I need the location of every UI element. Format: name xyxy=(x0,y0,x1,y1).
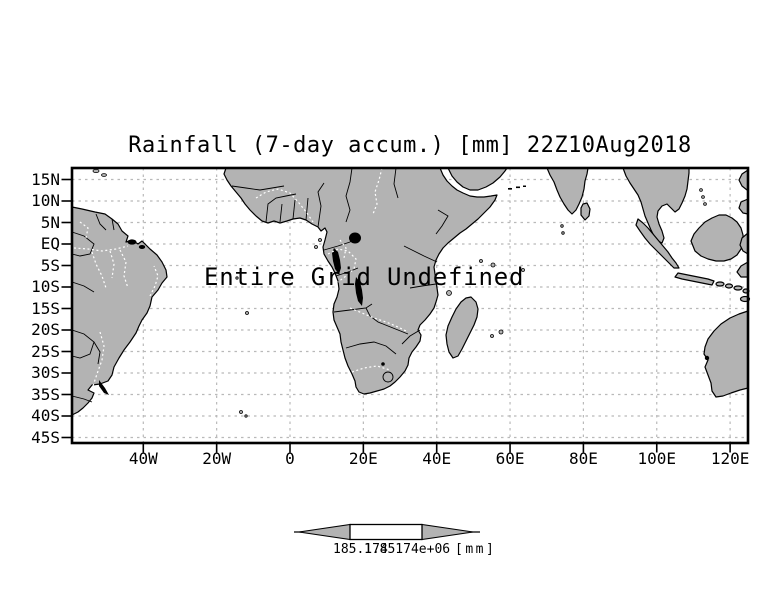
island xyxy=(724,283,734,289)
map-frame xyxy=(70,166,750,445)
country-borders xyxy=(71,167,449,403)
lat-tick-label: 35S xyxy=(31,384,60,404)
landmass-sri-lanka xyxy=(580,202,591,221)
lat-tick-label: 5N xyxy=(40,212,60,232)
landmass-arabia xyxy=(447,167,508,191)
lon-tick-label: 80E xyxy=(568,449,598,468)
island xyxy=(715,281,725,287)
landmass-india xyxy=(546,167,589,215)
landmass-africa xyxy=(223,167,498,395)
lat-tick-label: 15N xyxy=(31,169,60,189)
colorbar-label-min: 185.174 xyxy=(333,542,388,557)
lon-tick-label: 40W xyxy=(128,449,158,468)
lon-tick-label: 0 xyxy=(285,449,295,468)
axis-ticks xyxy=(61,178,731,453)
landmass-borneo xyxy=(690,214,744,262)
lat-tick-label: 40S xyxy=(31,406,60,425)
landmass-fragment xyxy=(738,198,749,215)
landmass-madagascar xyxy=(445,296,479,359)
lat-tick-label: 20S xyxy=(31,320,60,339)
lat-tick-label: 25S xyxy=(31,341,60,361)
landmass-fragment xyxy=(738,169,749,191)
lon-tick-label: 60E xyxy=(495,449,525,468)
colorbar-right-arrow xyxy=(421,523,474,541)
landmass-indochina xyxy=(622,167,690,244)
landmass-south-america xyxy=(71,206,168,416)
lat-tick-label: 45S xyxy=(31,427,60,447)
lat-tick-label: 15S xyxy=(31,298,60,318)
lat-tick-label: 5S xyxy=(40,255,60,275)
lat-tick-label: EQ xyxy=(40,234,60,253)
lon-tick-label: 20E xyxy=(348,449,378,468)
colorbar-left-arrow xyxy=(298,523,351,541)
lat-tick-label: 10N xyxy=(31,191,60,210)
grid-undefined-message: Entire Grid Undefined xyxy=(204,263,525,291)
lon-tick-label: 100E xyxy=(637,449,677,468)
plot-title: Rainfall (7-day accum.) [mm] 22Z10Aug201… xyxy=(128,133,692,158)
small-islands xyxy=(92,168,707,418)
landmass-sulawesi xyxy=(736,261,749,278)
colorbar-units-label: [mm] xyxy=(455,542,497,557)
colorbar-label-max: 1.85174e+06 xyxy=(364,542,451,557)
landmass-java xyxy=(674,272,715,286)
lon-tick-label: 40E xyxy=(422,449,452,468)
lat-tick-label: 10S xyxy=(31,277,60,296)
lon-tick-label: 120E xyxy=(710,449,750,468)
colorbar-segment xyxy=(349,523,423,541)
lat-tick-label: 30S xyxy=(31,363,60,382)
lon-tick-label: 20W xyxy=(202,449,232,468)
landmass-australia xyxy=(703,310,749,398)
island xyxy=(733,285,743,291)
landmasses xyxy=(71,167,751,418)
rivers xyxy=(73,167,407,387)
colorbar xyxy=(294,523,480,541)
landmass-sumatra xyxy=(635,218,680,269)
